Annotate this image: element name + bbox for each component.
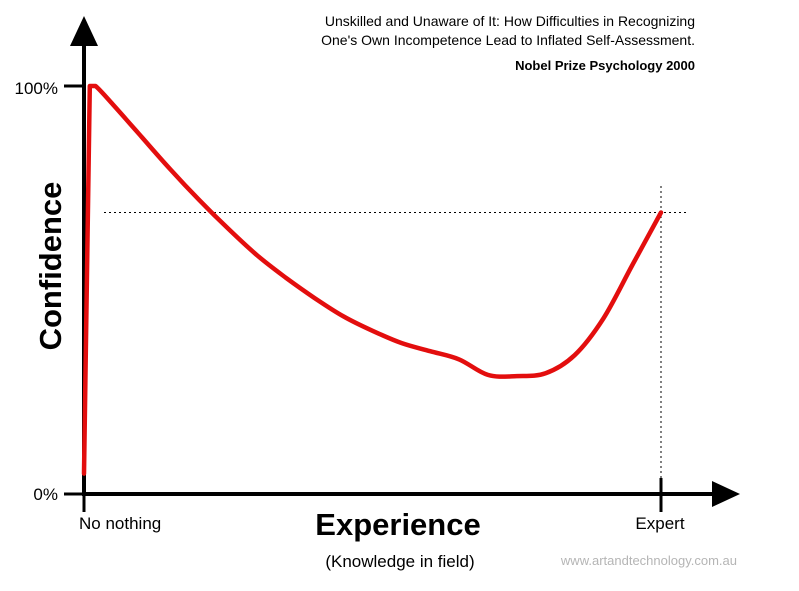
- x-axis-arrow: [712, 481, 740, 507]
- x-axis-title: Experience: [315, 507, 480, 542]
- y-axis-arrow: [70, 16, 98, 46]
- x-tick-label-left: No nothing: [79, 514, 161, 533]
- chart-title-line-1: Unskilled and Unaware of It: How Difficu…: [325, 13, 695, 29]
- chart-subtitle: Nobel Prize Psychology 2000: [515, 58, 695, 73]
- series-line-confidence: [81, 83, 664, 476]
- x-axis: [82, 481, 740, 507]
- y-tick-label-top: 100%: [15, 79, 58, 98]
- chart-title-line-2: One's Own Incompetence Lead to Inflated …: [321, 32, 695, 48]
- x-axis-subtitle: (Knowledge in field): [325, 552, 474, 571]
- y-axis-title: Confidence: [33, 182, 68, 351]
- credit-text: www.artandtechnology.com.au: [560, 553, 737, 568]
- y-tick-label-bottom: 0%: [33, 485, 58, 504]
- x-tick-label-right: Expert: [635, 514, 684, 533]
